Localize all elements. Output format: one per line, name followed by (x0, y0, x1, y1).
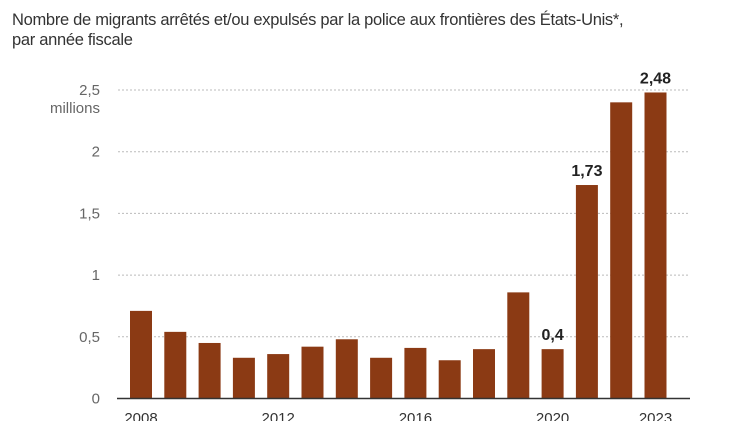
x-tick-label: 2023 (639, 410, 672, 421)
subtitle-line-2: par année fiscale (12, 31, 133, 49)
bar-2014 (335, 339, 358, 399)
bar-2016 (404, 347, 427, 399)
bar-2013 (301, 346, 324, 399)
chart-subtitle: Nombre de migrants arrêtés et/ou expulsé… (12, 10, 624, 50)
data-label-2023: 2,48 (640, 70, 671, 87)
data-label-2021: 1,73 (571, 163, 602, 180)
bar-2021 (575, 185, 598, 399)
bar-2019 (507, 292, 530, 399)
bar-2009 (164, 331, 187, 399)
y-tick-label: 1,5 (79, 205, 100, 222)
bar-2017 (438, 360, 461, 399)
bar-2012 (267, 354, 290, 399)
bar-2008 (130, 310, 152, 399)
y-tick-label: 2,5 (79, 82, 100, 99)
x-tick-label: 2016 (399, 410, 432, 421)
y-tick-label: 0 (92, 391, 100, 408)
bar-2010 (198, 342, 221, 399)
x-tick-label: 2012 (262, 410, 295, 421)
bar-2018 (473, 349, 495, 399)
y-tick-label: 0,5 (79, 329, 100, 346)
y-axis-unit-label: millions (50, 100, 100, 117)
bar-2015 (370, 357, 393, 399)
x-tick-label: 2020 (536, 410, 569, 421)
y-tick-label: 1 (92, 267, 100, 284)
bar-2020 (541, 349, 564, 399)
y-tick-label: 2 (92, 144, 100, 161)
bar-2011 (232, 357, 255, 399)
bar-2022 (610, 102, 633, 399)
subtitle-line-1: Nombre de migrants arrêtés et/ou expulsé… (12, 11, 624, 29)
x-tick-label: 2008 (124, 410, 157, 421)
bar-2023 (644, 92, 667, 399)
data-label-2020: 0,4 (541, 327, 563, 344)
